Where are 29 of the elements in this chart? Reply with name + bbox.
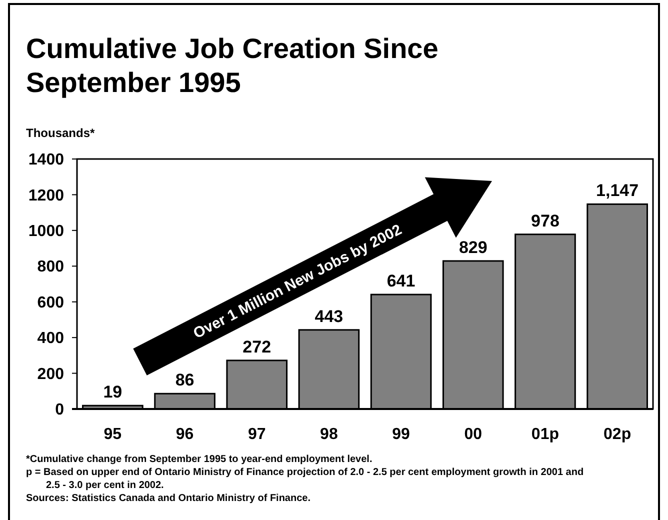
x-tick-label: 02p: [604, 426, 632, 443]
y-tick-label: 1200: [28, 187, 64, 204]
data-label: 641: [386, 272, 416, 291]
data-label: 829: [458, 238, 488, 257]
y-tick-label: 1000: [28, 223, 64, 240]
x-tick-label: 95: [104, 426, 122, 443]
chart-title: Cumulative Job Creation Since September 1995: [26, 33, 438, 98]
source-note: Sources: Statistics Canada and Ontario Ministry of Finance.: [26, 493, 311, 504]
text: p = Based on upper end of Ontario Ministry of Finance projection of 2.0 - 2.5 per cent employment growth in 2001 and 2.5 - 3.0 per cent in 2002.: [26, 467, 584, 491]
data-label: 19: [103, 382, 122, 402]
y-tick-label: 0: [55, 402, 64, 419]
y-tick-label: 1400: [28, 152, 64, 169]
y-tick-label: 200: [37, 366, 64, 383]
x-tick-label: 00: [464, 426, 482, 443]
x-tick-label: 98: [320, 426, 338, 443]
x-tick-label: 99: [392, 426, 410, 443]
text: *Cumulative change from September 1995 to year-end employment level.: [26, 454, 372, 465]
data-label: 86: [175, 370, 194, 390]
data-label: 443: [314, 306, 344, 326]
y-axis-title: Thousands*: [26, 126, 95, 140]
x-tick-label: 96: [176, 426, 194, 443]
y-tick-label: 800: [37, 258, 64, 276]
data-label: 978: [531, 211, 560, 230]
x-tick-label: 01p: [531, 426, 560, 443]
y-tick-label: 600: [37, 294, 64, 312]
y-tick-label: 400: [37, 330, 64, 348]
x-tick-label: 97: [248, 426, 266, 443]
data-label: 272: [242, 337, 272, 356]
data-label: 1,147: [596, 181, 639, 200]
